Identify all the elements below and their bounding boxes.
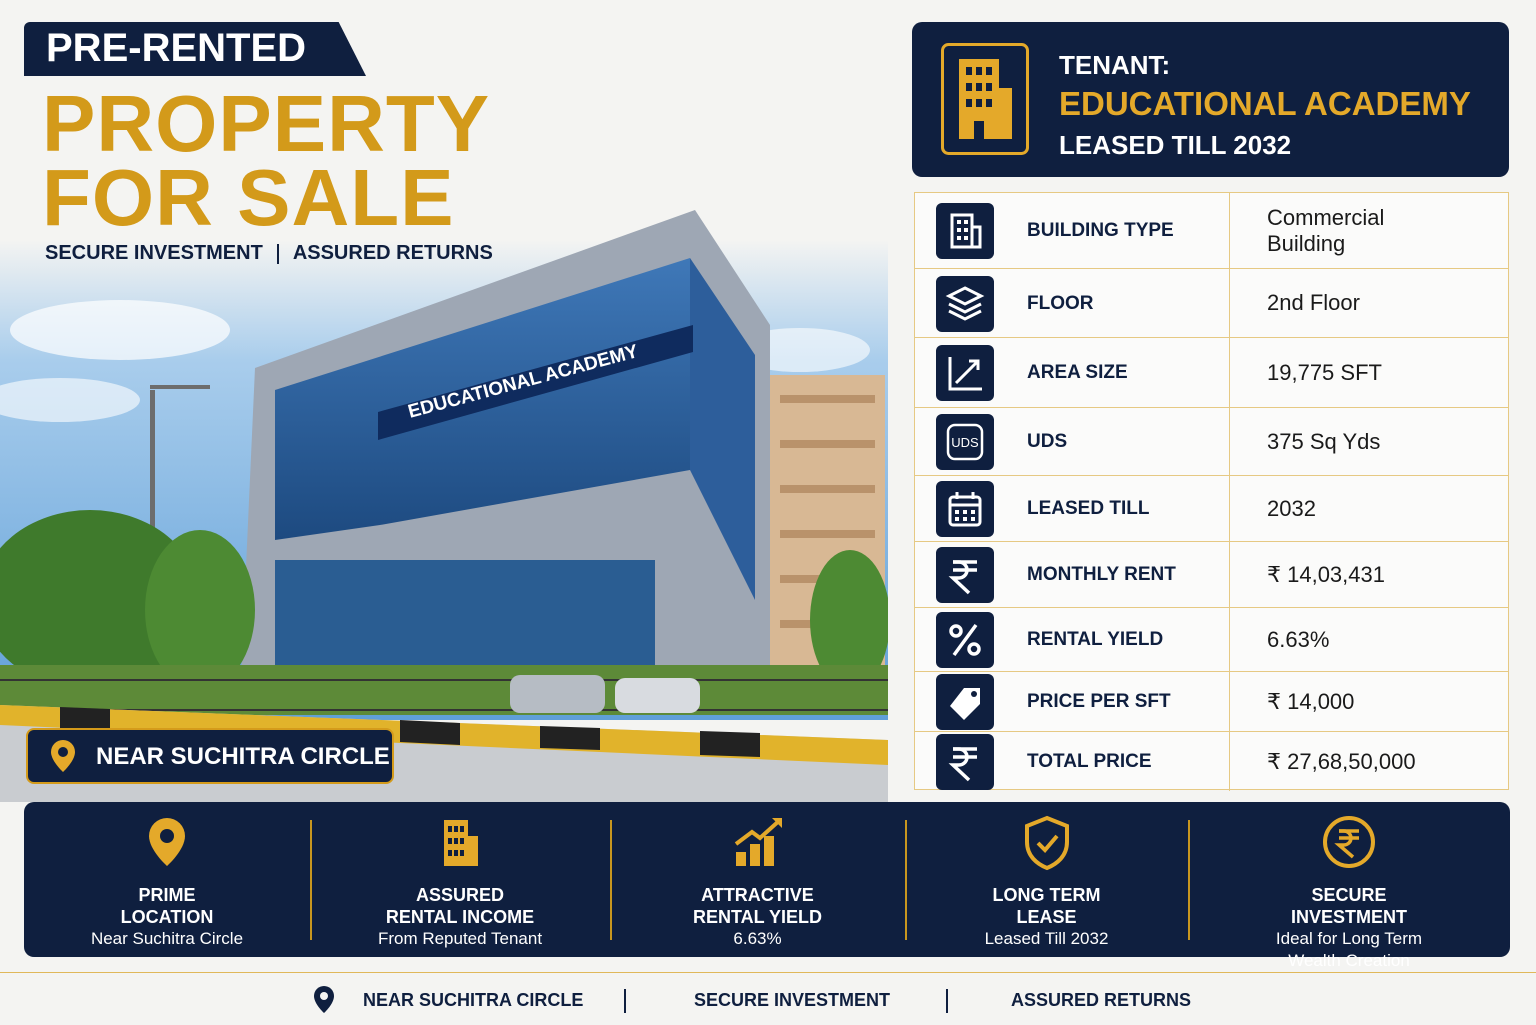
detail-label: RENTAL YIELD xyxy=(1027,629,1164,650)
icon xyxy=(949,623,981,657)
feature-subtitle: Ideal for Long Term Wealth Creation xyxy=(1275,929,1423,970)
feature-subtitle: Near Suchitra Circle xyxy=(90,929,244,948)
detail-row: BUILDING TYPE Commercial Building xyxy=(915,193,1508,269)
feature-icon xyxy=(444,820,478,866)
feature-title: PRIME LOCATION xyxy=(120,885,214,927)
feature-icon xyxy=(1323,816,1375,868)
detail-row: TOTAL PRICE ₹ 27,68,50,000 xyxy=(915,732,1508,791)
feature-icon xyxy=(734,818,782,866)
feature: LONG TERM LEASE Leased Till 2032 xyxy=(905,802,1188,957)
detail-row: AREA SIZE 19,775 SFT xyxy=(915,338,1508,408)
detail-icon xyxy=(936,275,994,332)
detail-icon xyxy=(936,547,994,603)
detail-label: FLOOR xyxy=(1027,292,1094,314)
footer-item: ASSURED RETURNS xyxy=(1011,990,1192,1010)
feature: ASSURED RENTAL INCOME From Reputed Tenant xyxy=(310,802,610,957)
details-table: BUILDING TYPE Commercial Building FLOOR 2nd… xyxy=(914,192,1509,791)
detail-row: MONTHLY RENT ₹ 14,03,431 xyxy=(915,542,1508,608)
icon-text: UDS xyxy=(951,435,979,450)
title-line: PROPERTY xyxy=(42,79,491,168)
detail-value: ₹ 27,68,50,000 xyxy=(1229,732,1467,791)
footer-item: SECURE INVESTMENT xyxy=(694,990,891,1010)
features-bar: PRIME LOCATION Near Suchitra Circle ASSURE… xyxy=(24,802,1510,970)
feature-title: LONG TERM LEASE xyxy=(992,885,1101,927)
detail-value: 19,775 SFT xyxy=(1229,338,1467,407)
detail-icon xyxy=(936,345,994,401)
detail-icon xyxy=(936,733,994,790)
icon xyxy=(948,746,977,781)
detail-icon xyxy=(936,612,994,668)
divider xyxy=(610,820,612,940)
building-photo: EDUCATIONAL ACADEMY xyxy=(0,210,888,802)
detail-label: UDS xyxy=(1027,431,1068,452)
feature-icon xyxy=(149,818,185,866)
detail-value: 2032 xyxy=(1229,476,1467,541)
feature-subtitle: From Reputed Tenant xyxy=(377,929,543,948)
divider xyxy=(310,820,312,940)
detail-label: MONTHLY RENT xyxy=(1027,564,1176,585)
badge-text: PRE-RENTED xyxy=(46,26,307,70)
detail-row: LEASED TILL 2032 xyxy=(915,476,1508,542)
detail-value: ₹ 14,03,431 xyxy=(1229,542,1467,607)
icon xyxy=(945,285,985,321)
detail-label: BUILDING TYPE xyxy=(1027,220,1174,241)
location-tag: NEAR SUCHITRA CIRCLE xyxy=(26,728,394,784)
detail-value: 6.63% xyxy=(1229,608,1467,671)
detail-icon xyxy=(936,674,994,730)
tenant-lease: LEASED TILL 2032 xyxy=(1059,130,1292,160)
detail-row: PRICE PER SFT ₹ 14,000 xyxy=(915,672,1508,732)
feature-title: SECURE INVESTMENT xyxy=(1290,885,1407,927)
feature-subtitle: Leased Till 2032 xyxy=(984,929,1109,948)
location-text: NEAR SUCHITRA CIRCLE xyxy=(96,743,390,770)
feature-icon xyxy=(1024,815,1069,871)
detail-label: LEASED TILL xyxy=(1027,498,1150,519)
feature-title: ATTRACTIVE RENTAL YIELD xyxy=(692,885,822,927)
detail-row: RENTAL YIELD 6.63% xyxy=(915,608,1508,672)
tenant-label: TENANT: xyxy=(1059,50,1171,80)
detail-value: Commercial Building xyxy=(1229,193,1467,268)
detail-label: PRICE PER SFT xyxy=(1027,691,1171,712)
detail-icon: UDS xyxy=(936,414,994,470)
feature-title: ASSURED RENTAL INCOME xyxy=(385,885,535,927)
footer: NEAR SUCHITRA CIRCLE SECURE INVESTMENT A… xyxy=(0,972,1536,1025)
detail-icon xyxy=(936,203,994,259)
icon xyxy=(948,492,982,527)
feature: PRIME LOCATION Near Suchitra Circle xyxy=(24,802,310,957)
icon xyxy=(950,213,982,249)
detail-row: FLOOR 2nd Floor xyxy=(915,269,1508,338)
title-line: FOR SALE xyxy=(42,153,455,242)
feature-subtitle: 6.63% xyxy=(733,929,782,948)
icon xyxy=(948,560,977,595)
detail-value: 2nd Floor xyxy=(1229,269,1467,337)
detail-value: 375 Sq Yds xyxy=(1229,408,1467,475)
icon xyxy=(948,357,982,391)
feature: SECURE INVESTMENT Ideal for Long Term Wea… xyxy=(1188,802,1510,970)
detail-value: ₹ 14,000 xyxy=(1229,672,1467,731)
tagline: SECURE INVESTMENT ASSURED RETURNS xyxy=(45,242,493,265)
footer-item: NEAR SUCHITRA CIRCLE xyxy=(363,990,584,1010)
badge: PRE-RENTED xyxy=(24,22,366,76)
detail-row: UDS UDS 375 Sq Yds xyxy=(915,408,1508,476)
icon xyxy=(950,688,980,720)
detail-icon xyxy=(936,481,994,537)
icon: UDS xyxy=(946,423,984,461)
divider xyxy=(905,820,907,940)
tenant-card: TENANT: EDUCATIONAL ACADEMY LEASED TILL … xyxy=(912,22,1509,177)
tagline-text: SECURE INVESTMENT xyxy=(45,242,263,264)
tagline-text: ASSURED RETURNS xyxy=(292,242,493,264)
tenant-name: EDUCATIONAL ACADEMY xyxy=(1059,85,1471,122)
detail-label: TOTAL PRICE xyxy=(1027,750,1152,772)
feature: ATTRACTIVE RENTAL YIELD 6.63% xyxy=(610,802,905,957)
detail-label: AREA SIZE xyxy=(1027,362,1128,383)
divider xyxy=(1188,820,1190,940)
